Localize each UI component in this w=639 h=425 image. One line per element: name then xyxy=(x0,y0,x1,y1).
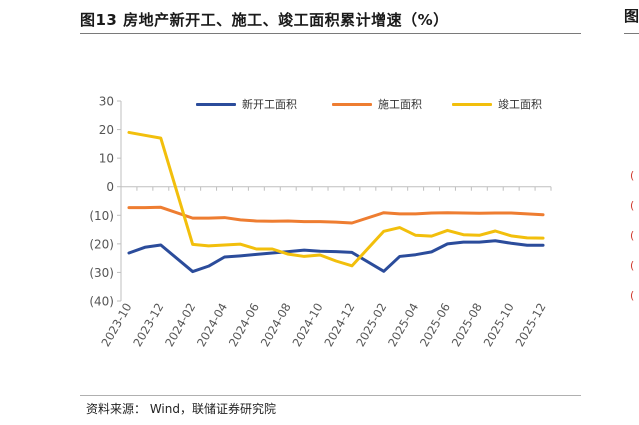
x-tick-label: 2025-06 xyxy=(417,301,453,350)
series-line-new-starts xyxy=(127,239,545,274)
y-tick-label: 20 xyxy=(99,123,114,137)
right-panel-mark: ( xyxy=(630,290,635,301)
y-tick-label: (30) xyxy=(89,266,114,280)
legend-label-new-starts: 新开工面积 xyxy=(242,98,297,111)
y-tick-label: (20) xyxy=(89,237,114,251)
figure-title: 图13 房地产新开工、施工、竣工面积累计增速（%） xyxy=(80,11,449,29)
y-tick-label: 30 xyxy=(99,95,114,109)
y-tick-label: (40) xyxy=(89,295,114,309)
x-tick-label: 2024-10 xyxy=(290,301,326,350)
series-line-completed xyxy=(127,130,545,268)
legend-item-completed: 竣工面积 xyxy=(452,96,542,112)
series-line-under-construction xyxy=(127,205,545,225)
y-tick-label: 10 xyxy=(99,152,114,166)
y-tick-label: (10) xyxy=(89,209,114,223)
right-panel-mark: ( xyxy=(630,230,635,241)
legend-swatch-completed xyxy=(452,102,492,106)
x-tick-label: 2024-08 xyxy=(258,301,294,350)
right-panel-mark: ( xyxy=(630,170,635,181)
right-panel-fragment: ( ( ( ( ( xyxy=(630,170,639,320)
x-tick-label: 2024-04 xyxy=(194,301,230,350)
right-panel-title-fragment: 图 xyxy=(624,9,639,24)
right-panel-divider xyxy=(624,33,639,34)
x-tick-label: 2024-02 xyxy=(162,301,198,350)
x-tick-label: 2023-12 xyxy=(130,301,166,350)
source-divider xyxy=(80,395,581,396)
x-tick-label: 2025-02 xyxy=(353,301,389,350)
x-tick-label: 2024-12 xyxy=(321,301,357,350)
legend-label-completed: 竣工面积 xyxy=(498,98,542,111)
x-tick-label: 2025-10 xyxy=(481,301,517,350)
source-note: 资料来源： Wind，联储证券研究院 xyxy=(86,402,276,416)
right-panel-mark: ( xyxy=(630,260,635,271)
title-divider xyxy=(80,33,581,34)
x-tick-label: 2024-06 xyxy=(226,301,262,350)
legend-label-under-construction: 施工面积 xyxy=(378,98,422,111)
legend-item-under-construction: 施工面积 xyxy=(332,96,422,112)
x-tick-label: 2025-08 xyxy=(449,301,485,350)
legend-item-new-starts: 新开工面积 xyxy=(196,96,297,112)
x-tick-label: 2025-04 xyxy=(385,301,421,350)
right-panel-mark: ( xyxy=(630,200,635,211)
legend-swatch-under-construction xyxy=(332,102,372,106)
y-tick-label: 0 xyxy=(106,180,114,194)
legend-swatch-new-starts xyxy=(196,102,236,106)
x-tick-label: 2025-12 xyxy=(512,301,548,350)
